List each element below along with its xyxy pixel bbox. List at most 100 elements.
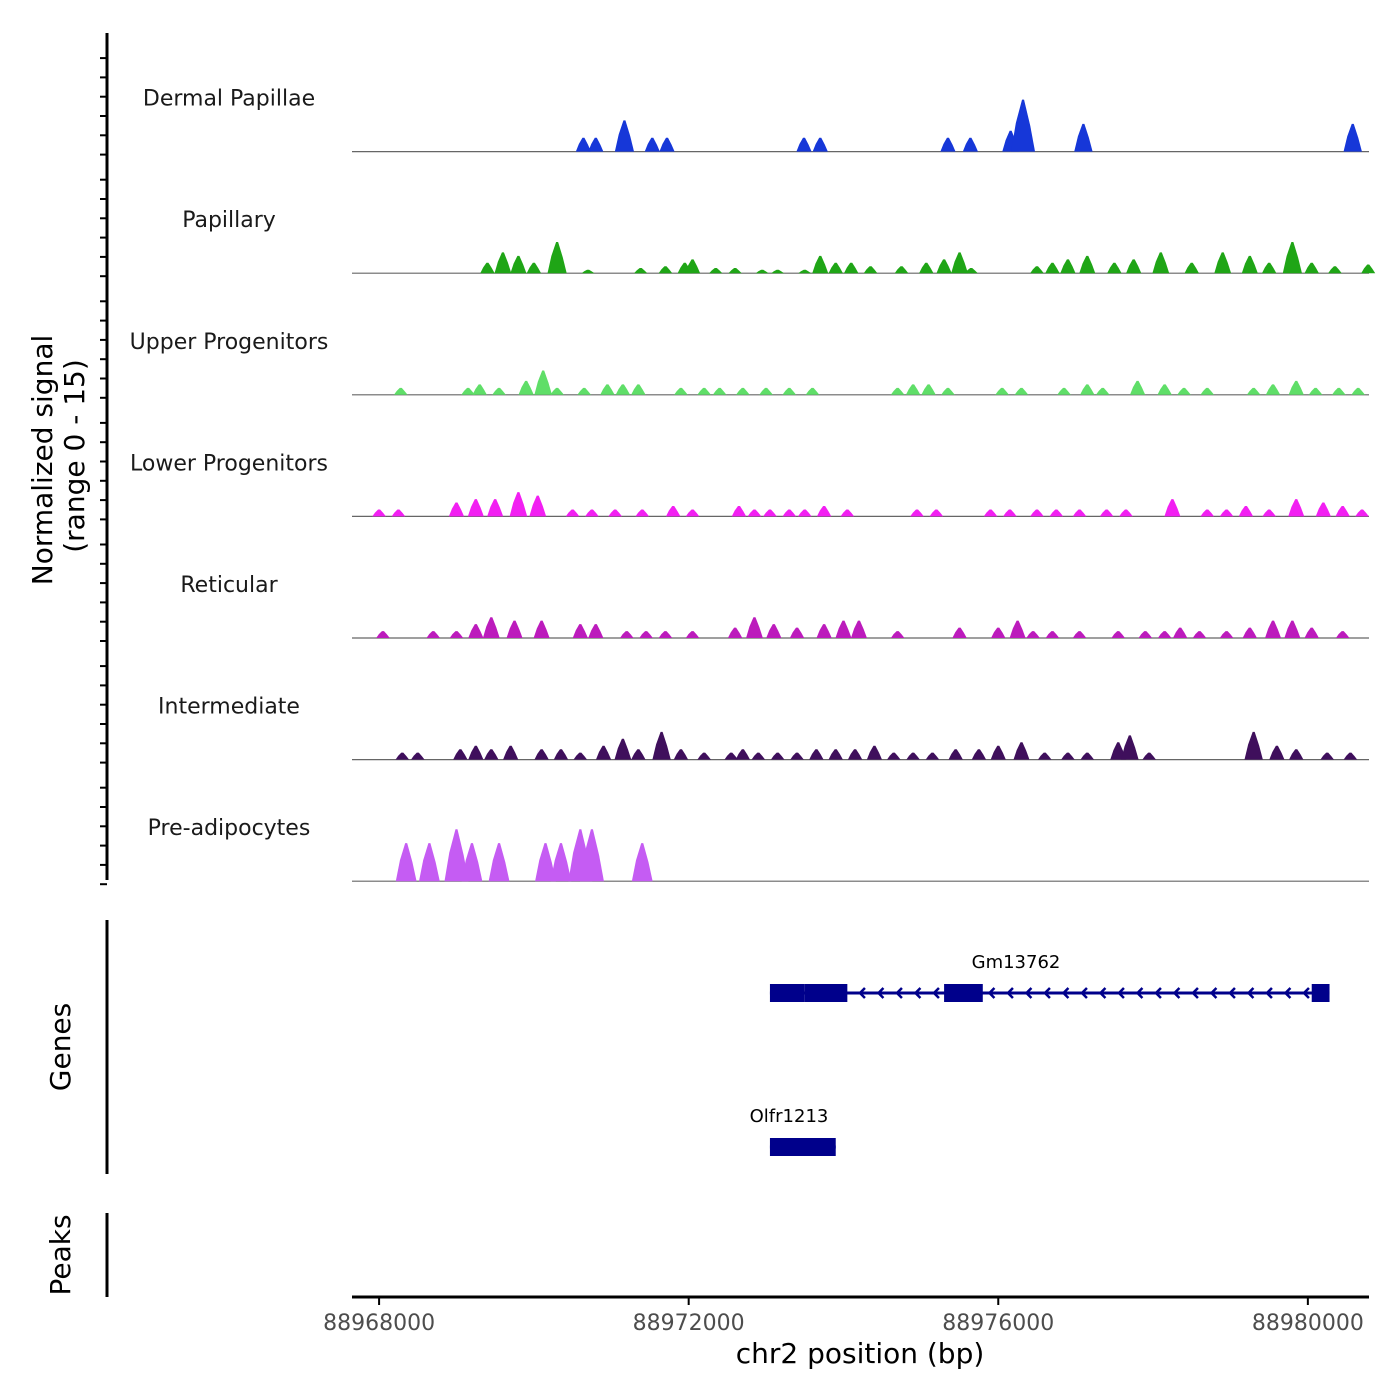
strand-arrow [1154,987,1162,999]
signal-peak [487,499,504,517]
strand-arrow [1080,987,1088,999]
signal-peak [588,137,604,152]
signal-peak [789,627,805,638]
track-label: Upper Progenitors [130,330,329,355]
signal-peak [631,749,646,760]
signal-peak [1003,509,1017,517]
signal-peak [1238,506,1254,517]
signal-peak [1061,752,1075,760]
signal-peak [840,509,855,517]
signal-peak [608,509,622,517]
signal-peak [614,738,632,760]
signal-peak [634,268,648,274]
signal-peak [468,745,484,760]
signal-peak [482,617,500,638]
signal-peak [535,843,556,882]
signal-peak [755,269,769,274]
x-tick-label: 88968000 [323,1311,435,1336]
signal-peak [518,380,534,395]
signal-peak [798,269,812,274]
strand-arrow [1246,987,1255,999]
gene-exon [944,984,983,1002]
signal-peak [844,262,859,274]
signal-peak [467,499,484,517]
signal-peak [1129,380,1146,395]
signal-peak [925,752,940,760]
signal-peak [658,266,673,274]
strand-arrow [932,987,940,999]
x-tick-label: 88972000 [633,1311,745,1336]
signal-peak [550,843,572,882]
track-label: Dermal Papillae [143,87,315,112]
signal-peak [751,752,766,760]
signal-peak [1335,506,1350,517]
signal-peak [1099,509,1114,517]
track-reticular: Reticular [180,573,1369,639]
signal-peak [850,620,867,638]
gene-exon [769,1138,836,1156]
signal-peak [575,137,592,152]
signal-peak [1072,509,1087,517]
signal-peak [1172,627,1188,638]
signal-peak [509,492,528,517]
signal-peak [1164,499,1181,517]
signal-peak [1121,735,1139,760]
signal-peak [736,387,750,395]
signal-peak [652,731,671,760]
signal-peak [951,252,968,274]
signal-peak [906,752,920,760]
signal-peak [1304,262,1319,274]
signal-peak [1320,752,1335,760]
y-axis-label-line2: (range 0 - 15) [58,359,91,553]
track-label: Pre-adipocytes [148,816,311,841]
signal-peak [697,387,711,395]
signal-peak [1200,509,1215,517]
signal-peak [812,137,828,152]
signal-peak [1192,631,1207,638]
signal-peak [631,384,646,395]
strand-arrow [1117,987,1125,999]
signal-peak [1177,387,1191,395]
signal-peak [619,631,634,638]
signal-peak [1261,262,1277,274]
signal-peak [770,752,785,760]
signal-peak [905,384,921,395]
signal-peak [658,631,673,638]
signal-peak [635,509,650,517]
signal-peak [962,137,979,152]
signal-peak [936,259,952,274]
track-lower-progenitors: Lower Progenitors [130,451,1369,518]
signal-peak [426,631,441,638]
peaks-panel-label: Peaks [44,1214,77,1295]
signal-peak [948,749,963,760]
signal-peak [1244,731,1263,760]
track-intermediate: Intermediate [158,695,1369,761]
signal-peak [766,624,782,638]
x-axis-title: chr2 position (bp) [736,1337,985,1370]
signal-peak [572,624,588,638]
signal-peak [1284,620,1301,638]
signal-peak [1355,509,1369,517]
strand-arrow [1024,987,1033,999]
strand-arrow [1061,987,1070,999]
signal-peak [1049,509,1064,517]
track-label: Intermediate [158,695,300,720]
signal-peak [468,624,484,638]
signal-peak [1157,631,1172,638]
signal-peak [886,752,901,760]
signal-peak [894,266,909,274]
signal-peak [1111,631,1126,638]
signal-peak [1126,259,1142,274]
signal-peak [712,387,727,395]
signal-peak [1026,631,1040,638]
signal-peak [828,749,843,760]
signal-peak [1265,620,1282,638]
signal-peak [526,262,542,274]
track-label: Reticular [180,573,278,598]
signal-peak [1152,252,1170,274]
signal-peak [1200,387,1215,395]
signal-peak [685,631,700,638]
signal-peak [929,509,944,517]
signal-peak [1014,387,1029,395]
signal-peak [529,495,547,517]
